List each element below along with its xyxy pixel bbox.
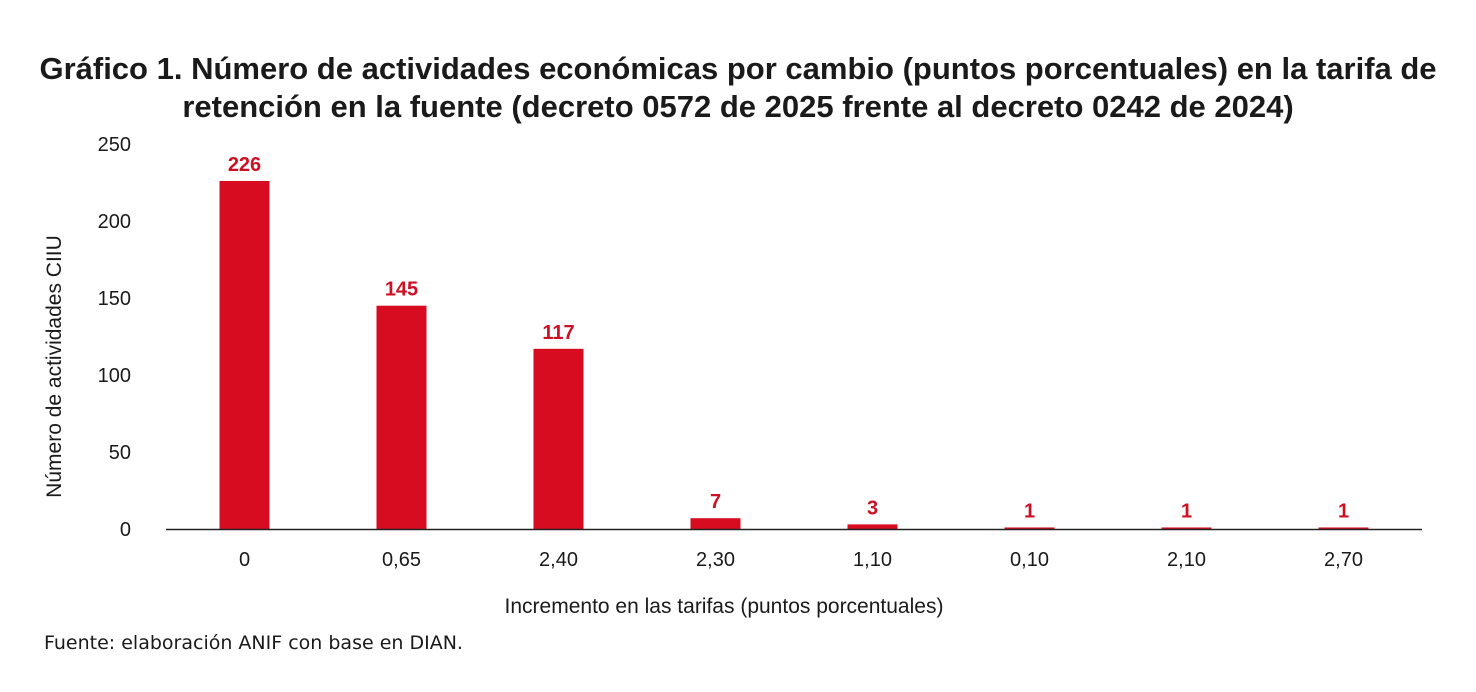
- x-tick-label: 2,10: [1167, 549, 1206, 571]
- x-axis-title: Incremento en las tarifas (puntos porcen…: [505, 595, 944, 618]
- bar: [533, 348, 584, 529]
- x-tick-label: 1,10: [853, 549, 892, 571]
- y-tick-label: 0: [120, 519, 131, 541]
- x-tick-label: 2,40: [539, 549, 578, 571]
- bar: [1161, 527, 1212, 529]
- y-axis-title: Número de actividades CIIU: [43, 235, 66, 498]
- y-tick-label: 50: [109, 442, 131, 464]
- data-label: 1: [1181, 500, 1192, 522]
- data-label: 3: [867, 497, 878, 519]
- bar: [376, 305, 427, 529]
- x-tick-label: 0,65: [382, 549, 421, 571]
- chart-title-line-2: retención en la fuente (decreto 0572 de …: [182, 89, 1294, 124]
- bar: [690, 518, 741, 529]
- bar: [1004, 527, 1055, 529]
- data-label: 1: [1024, 500, 1035, 522]
- x-tick-label: 0: [239, 549, 250, 571]
- source-note: Fuente: elaboración ANIF con base en DIA…: [44, 632, 463, 654]
- bar: [1318, 527, 1369, 529]
- data-label: 117: [542, 322, 574, 344]
- x-tick-label: 2,70: [1324, 549, 1363, 571]
- x-tick-label: 0,10: [1010, 549, 1049, 571]
- bar: [847, 524, 898, 529]
- x-axis-ticks: 0 0,65 2,40 2,30 1,10 0,10 2,10 2,70: [239, 549, 1363, 571]
- x-tick-label: 2,30: [696, 549, 735, 571]
- chart-title-line-1: Gráfico 1. Número de actividades económi…: [39, 51, 1437, 86]
- data-label: 7: [710, 491, 721, 513]
- data-labels-group: 226 145 117 7 3 1 1 1: [228, 154, 1349, 523]
- chart-title: Gráfico 1. Número de actividades económi…: [0, 50, 1476, 126]
- y-tick-label: 150: [98, 288, 131, 310]
- data-label: 145: [385, 279, 418, 301]
- data-label: 1: [1338, 500, 1349, 522]
- y-tick-label: 200: [98, 211, 131, 233]
- bar: [219, 180, 270, 529]
- y-tick-label: 100: [98, 365, 131, 387]
- y-axis-ticks: 0 50 100 150 200 250: [98, 134, 131, 541]
- bars-group: [219, 180, 1369, 529]
- y-tick-label: 250: [98, 134, 131, 156]
- data-label: 226: [228, 154, 261, 176]
